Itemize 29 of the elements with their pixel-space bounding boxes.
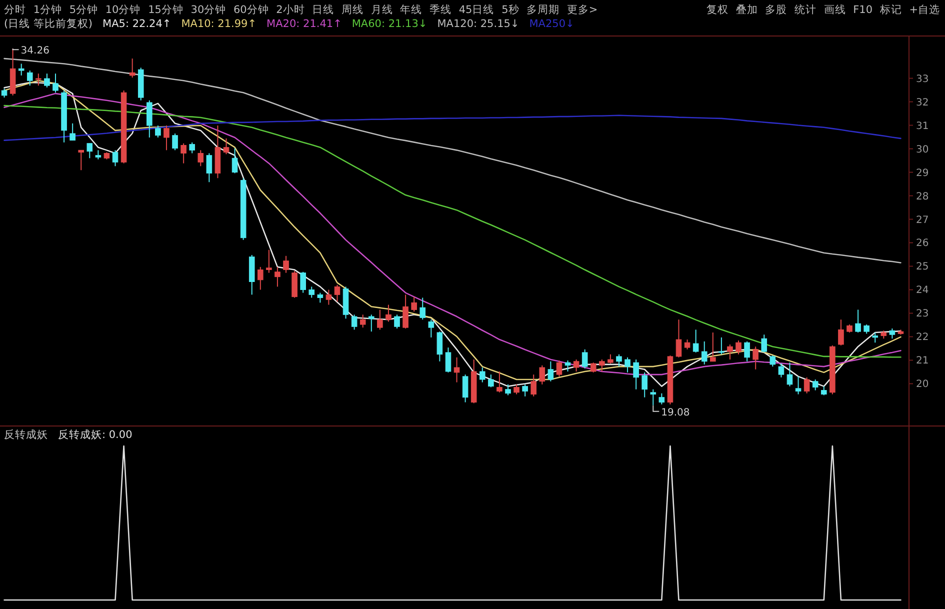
- y-tick-label: 27: [916, 214, 929, 226]
- chart-title: 反转成妖: [4, 428, 48, 441]
- y-tick-label: 26: [916, 238, 929, 250]
- y-tick-label: 29: [916, 168, 929, 179]
- y-tick-label: 33: [916, 74, 929, 85]
- text: MA10: 21.99↑: [181, 18, 257, 30]
- annotation: 19.08: [661, 407, 690, 418]
- text: MA60: 21.13↓: [352, 18, 428, 30]
- y-tick-label: 22: [916, 332, 929, 344]
- y-tick-label: 32: [916, 97, 929, 108]
- note: 34.26: [12, 46, 50, 57]
- y-tick-label: 31: [916, 120, 929, 132]
- series-label: 反转成妖: 0.00: [58, 428, 132, 441]
- y-tick-label: 23: [916, 308, 929, 320]
- y-tick-label: 21: [916, 356, 929, 367]
- text: 分时 1分钟 5分钟 10分钟 15分钟 30分钟 60分钟 2小时 日线 周线 月线 年线 季线 45日线 5秒 多周期 更多>: [4, 3, 598, 16]
- text: 复权 叠加 多股 统计 画线 F10 标记 +自选: [706, 3, 940, 16]
- y-tick-label: 24: [916, 285, 929, 296]
- y-tick-label: 20: [916, 379, 929, 390]
- annotation: 34.26: [20, 46, 50, 57]
- text: MA250↓: [529, 18, 574, 30]
- text: MA20: 21.41↑: [266, 18, 342, 30]
- y-tick-label: 30: [916, 144, 929, 156]
- y-tick-label: 28: [916, 191, 929, 202]
- text: MA5: 22.24↑: [102, 18, 172, 30]
- y-tick-label: 25: [916, 262, 929, 273]
- text: MA120: 25.15↓: [437, 18, 520, 30]
- chart-title: (日线 等比前复权): [4, 17, 93, 30]
- note: 19.08: [652, 404, 690, 418]
